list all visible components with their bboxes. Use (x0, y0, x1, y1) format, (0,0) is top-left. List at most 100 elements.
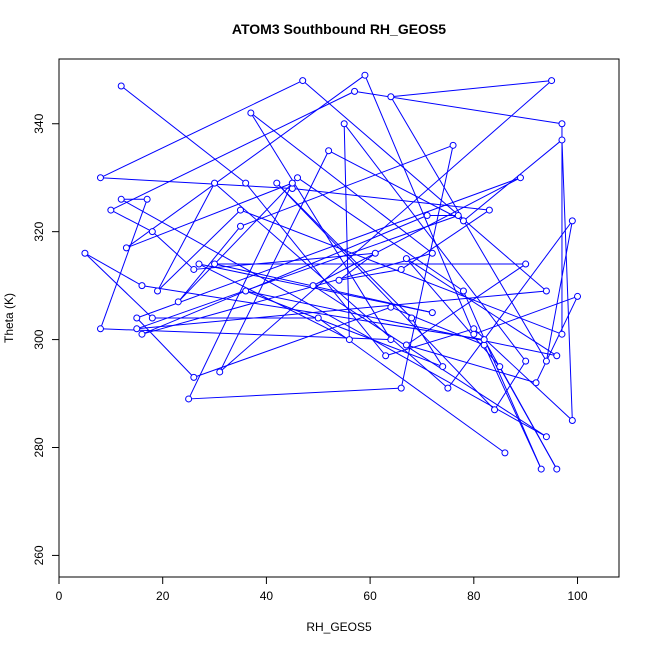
series-segment (110, 209, 153, 233)
data-point (574, 292, 582, 300)
data-point (553, 352, 561, 360)
data-point (236, 206, 244, 214)
data-point (459, 217, 467, 225)
series-segment (219, 80, 552, 373)
data-point (522, 260, 530, 268)
data-point (542, 433, 550, 441)
data-point (454, 211, 462, 219)
x-tick-label: 40 (260, 589, 274, 603)
data-point (397, 384, 405, 392)
data-point (542, 357, 550, 365)
data-point (309, 282, 317, 290)
series-segment (193, 252, 376, 270)
data-point (314, 314, 322, 322)
data-point (444, 384, 452, 392)
data-point (242, 287, 250, 295)
data-point (325, 147, 333, 155)
series-segment (84, 252, 143, 287)
series-segment (136, 290, 547, 330)
data-point (195, 260, 203, 268)
data-point (96, 325, 104, 333)
series-segment (141, 215, 428, 335)
data-point (117, 82, 125, 90)
series-segment (447, 220, 573, 389)
data-point (387, 336, 395, 344)
series-segment (177, 225, 241, 303)
data-point (340, 120, 348, 128)
series-segment (276, 182, 412, 319)
series-segment (214, 263, 433, 314)
data-point (397, 265, 405, 273)
x-tick-label: 20 (156, 589, 170, 603)
series-segment (141, 285, 485, 341)
y-axis-label: Theta (K) (2, 293, 16, 343)
data-point (81, 249, 89, 257)
series-segment (151, 231, 195, 270)
series-segment (110, 90, 355, 211)
series-segment (126, 182, 293, 249)
x-tick-label: 0 (56, 589, 63, 603)
data-point (542, 287, 550, 295)
data-point (117, 195, 125, 203)
series-segment (406, 263, 526, 346)
x-axis-label: RH_GEOS5 (306, 620, 372, 634)
series-segment (406, 258, 501, 367)
data-point (568, 217, 576, 225)
data-point (491, 406, 499, 414)
series-segment (343, 123, 527, 362)
data-point (138, 330, 146, 338)
series-segment (141, 252, 433, 335)
data-point (211, 260, 219, 268)
data-point (107, 206, 115, 214)
data-point (335, 276, 343, 284)
data-point (294, 174, 302, 182)
data-point (532, 379, 540, 387)
series-segment (390, 80, 552, 98)
data-point (548, 77, 556, 85)
data-point (428, 309, 436, 317)
series-points (81, 71, 582, 473)
data-point (211, 179, 219, 187)
data-point (148, 228, 156, 236)
chart-title: ATOM3 Southbound RH_GEOS5 (232, 21, 446, 37)
series-segment (157, 209, 241, 292)
series-segment (483, 339, 558, 470)
series-segment (292, 188, 490, 211)
data-point (387, 303, 395, 311)
data-point (138, 282, 146, 290)
data-point (522, 357, 530, 365)
data-point (439, 363, 447, 371)
data-point (558, 136, 566, 144)
series-segment (297, 177, 464, 292)
series-segment (561, 139, 573, 421)
data-point (470, 330, 478, 338)
data-point (236, 222, 244, 230)
y-tick-label: 260 (32, 545, 46, 565)
data-point (371, 249, 379, 257)
series-segment (100, 177, 293, 189)
series-segment (328, 150, 464, 222)
series-segment (136, 215, 459, 330)
data-point (449, 141, 457, 149)
y-tick-label: 320 (32, 221, 46, 241)
series-segment (188, 182, 293, 400)
data-point (485, 206, 493, 214)
data-point (216, 368, 224, 376)
x-tick-label: 80 (467, 589, 481, 603)
series-segment (157, 182, 215, 292)
y-axis: 260 280 300 320 340 (32, 113, 59, 565)
x-axis: 0 20 40 60 80 100 (56, 577, 588, 603)
series-segment (473, 295, 578, 335)
data-point (174, 298, 182, 306)
series-segment (406, 258, 558, 357)
series-segment (400, 145, 454, 389)
series-segment (126, 74, 366, 249)
data-point (247, 109, 255, 117)
data-point (190, 265, 198, 273)
x-tick-label: 100 (568, 589, 588, 603)
data-point (501, 449, 509, 457)
data-point (423, 211, 431, 219)
data-point (96, 174, 104, 182)
data-point (382, 352, 390, 360)
